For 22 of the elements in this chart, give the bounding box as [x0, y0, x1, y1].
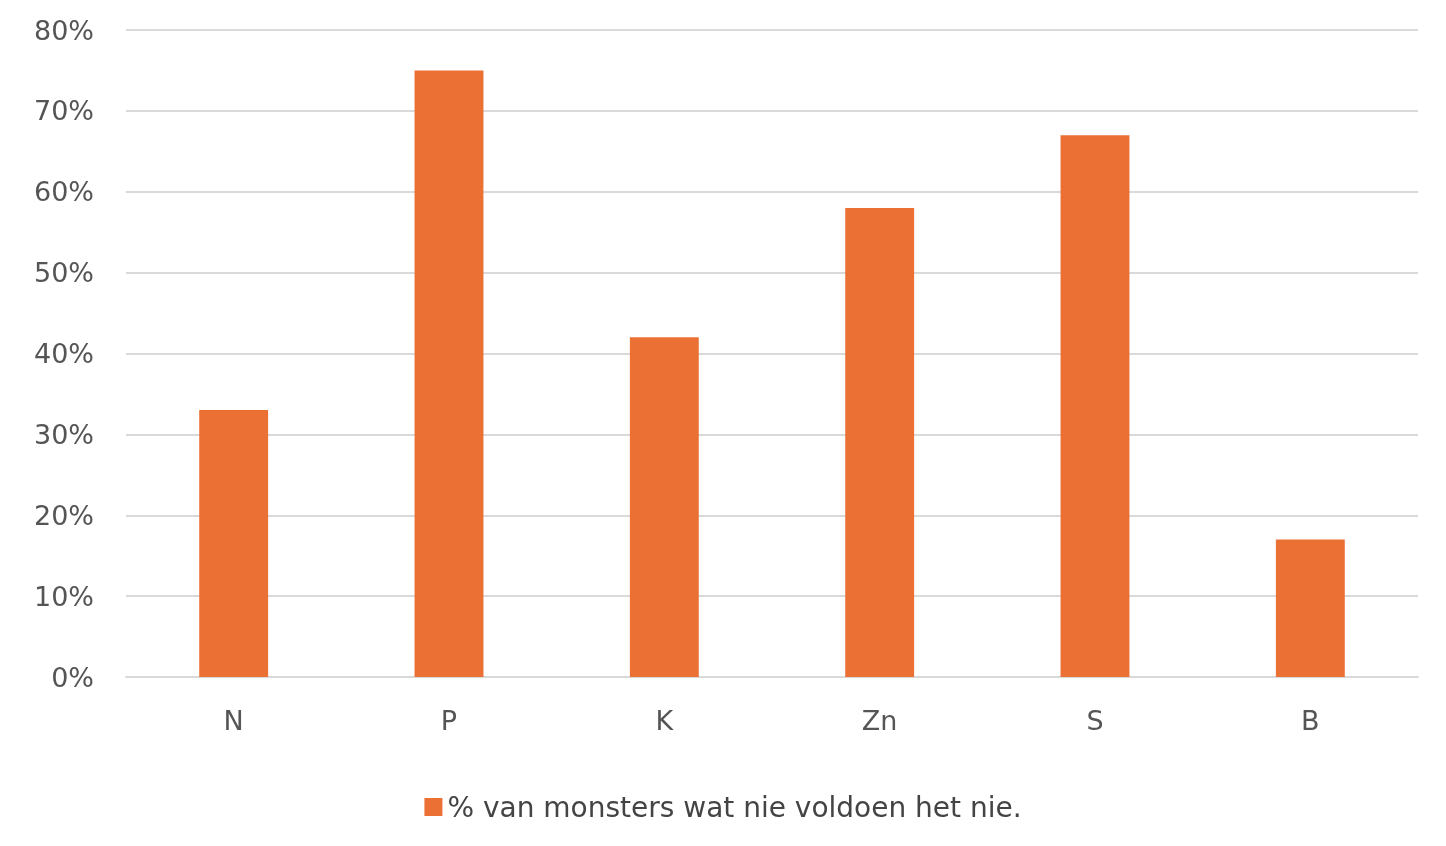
y-tick-label: 30% — [33, 418, 94, 450]
y-tick-label: 50% — [33, 257, 94, 289]
x-tick-label: Zn — [861, 705, 898, 736]
x-tick-label: N — [223, 705, 244, 736]
x-tick-label: B — [1301, 705, 1320, 736]
bar — [414, 70, 484, 677]
y-tick-label: 40% — [33, 338, 94, 369]
y-tick-label: 70% — [33, 95, 94, 127]
x-tick-label: S — [1086, 705, 1104, 736]
bar — [199, 410, 269, 677]
bar — [845, 207, 915, 677]
bar — [1060, 135, 1130, 677]
x-tick-label: K — [655, 705, 675, 736]
bar — [1275, 539, 1345, 677]
legend-label: % van monsters wat nie voldoen het nie. — [447, 790, 1022, 824]
y-tick-label: 80% — [33, 14, 94, 46]
bar — [629, 337, 699, 677]
y-tick-label: 60% — [33, 176, 94, 208]
y-tick-label: 10% — [33, 580, 94, 612]
y-tick-label: 0% — [51, 661, 94, 693]
y-tick-label: 20% — [33, 499, 94, 531]
x-tick-label: P — [440, 705, 458, 736]
